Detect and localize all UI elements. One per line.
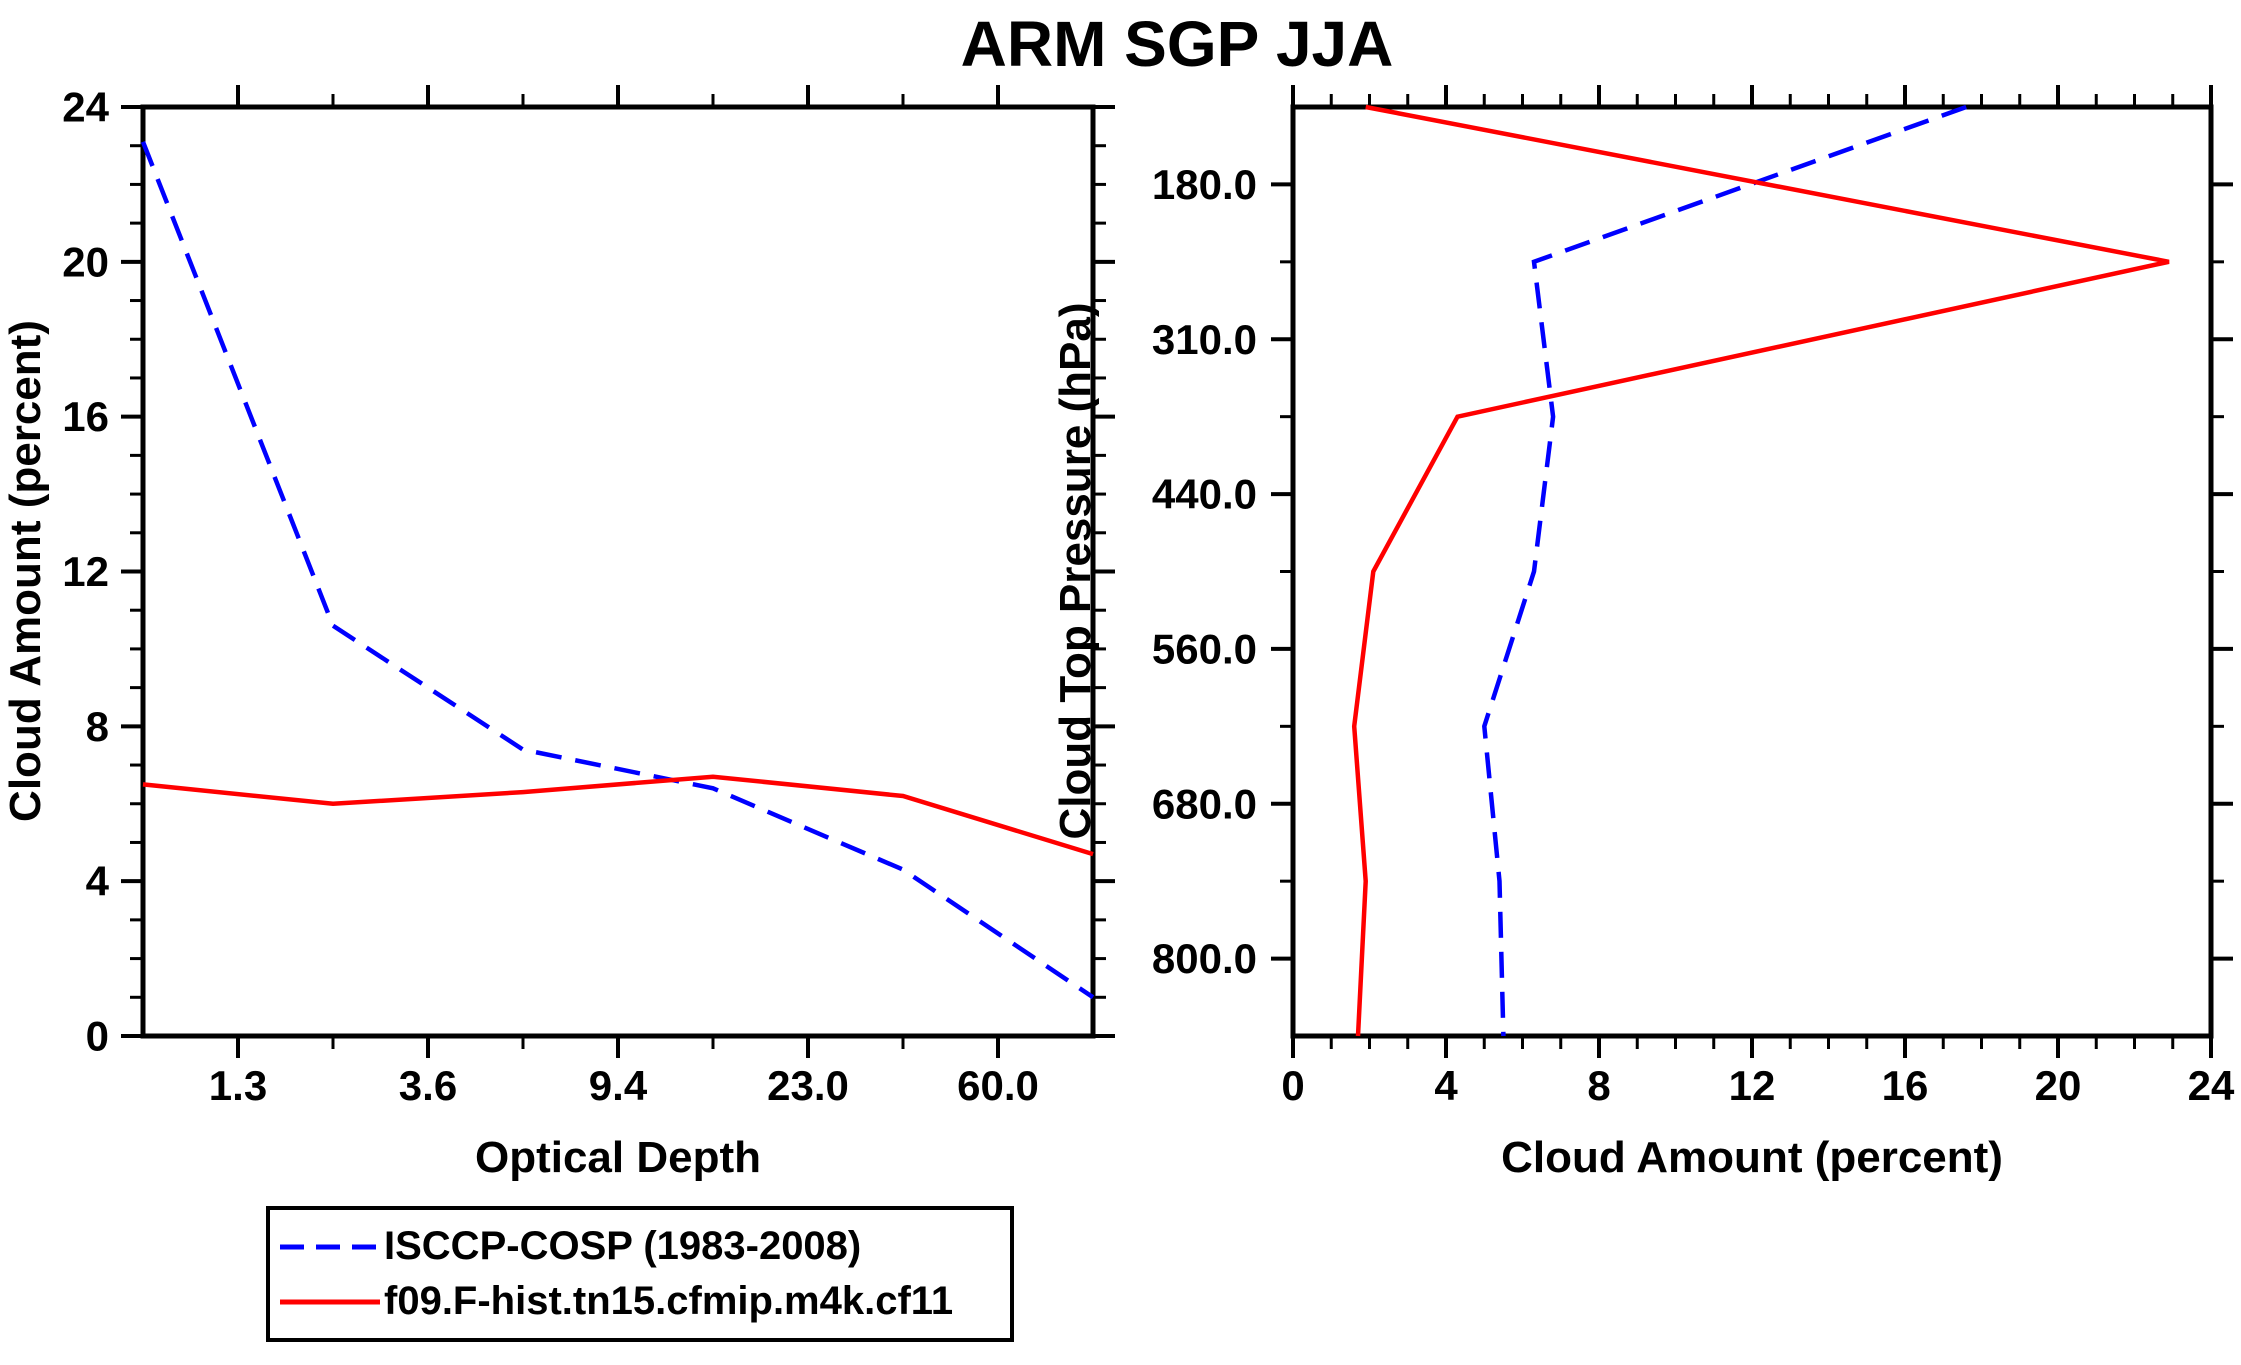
right-x-tick-label: 8 — [1587, 1062, 1610, 1109]
legend-line-isccp-icon — [280, 1244, 380, 1249]
left-panel-frame — [140, 104, 1096, 1039]
right-x-axis-title: Cloud Amount (percent) — [1501, 1133, 2003, 1182]
right-x-tick-label: 20 — [2035, 1062, 2082, 1109]
series-model-right — [1351, 104, 2170, 1037]
right-x-axis: 0 4 8 12 16 20 24 — [1281, 85, 2235, 1109]
legend-label-model: f09.F-hist.tn15.cfmip.m4k.cf11 — [384, 1279, 954, 1323]
right-x-tick-label: 16 — [1882, 1062, 1929, 1109]
legend-label-isccp: ISCCP-COSP (1983-2008) — [384, 1224, 862, 1268]
left-y-tick-label: 20 — [62, 238, 109, 285]
right-x-tick-label: 12 — [1729, 1062, 1776, 1109]
right-y-tick-label: 680.0 — [1152, 780, 1257, 827]
right-y-tick-label: 310.0 — [1152, 316, 1257, 363]
right-y-tick-label: 440.0 — [1152, 471, 1257, 518]
left-y-tick-label: 12 — [62, 548, 109, 595]
right-panel-frame — [1290, 104, 2214, 1039]
right-y-tick-label: 560.0 — [1152, 625, 1257, 672]
left-y-tick-label: 16 — [62, 393, 109, 440]
right-x-tick-label: 0 — [1281, 1062, 1304, 1109]
chart-title: ARM SGP JJA — [961, 8, 1394, 80]
legend-item-isccp: ISCCP-COSP (1983-2008) — [280, 1224, 1000, 1269]
right-y-tick-label: 180.0 — [1152, 161, 1257, 208]
left-x-tick-label: 60.0 — [957, 1062, 1039, 1109]
right-y-tick-label: 800.0 — [1152, 935, 1257, 982]
left-x-tick-label: 9.4 — [589, 1062, 648, 1109]
left-y-axis: 0 4 8 12 16 20 24 — [62, 84, 1115, 1060]
series-model-left — [142, 774, 1094, 857]
right-y-axis: 180.0 310.0 440.0 560.0 680.0 800.0 — [1152, 161, 2233, 982]
left-y-tick-label: 8 — [86, 703, 109, 750]
left-x-axis-title: Optical Depth — [475, 1133, 761, 1182]
plot-render-root: 0 4 8 12 16 20 24 1.3 3.6 9.4 23.0 60.0 0 4 8 12 16 20 24 1… — [62, 84, 2235, 1110]
legend-line-model-icon — [280, 1299, 380, 1304]
left-y-axis-title: Cloud Amount (percent) — [1, 320, 50, 822]
series-isccp-right — [1482, 104, 1967, 1037]
left-y-tick-label: 0 — [86, 1013, 109, 1060]
left-x-tick-label: 1.3 — [209, 1062, 267, 1109]
legend-item-model: f09.F-hist.tn15.cfmip.m4k.cf11 — [280, 1279, 1000, 1324]
right-x-tick-label: 4 — [1434, 1062, 1458, 1109]
legend: ISCCP-COSP (1983-2008) f09.F-hist.tn15.c… — [266, 1206, 1014, 1342]
left-y-tick-label: 24 — [62, 84, 109, 131]
series-isccp-left — [140, 140, 1095, 1000]
left-x-tick-label: 3.6 — [399, 1062, 457, 1109]
left-y-tick-label: 4 — [86, 858, 110, 905]
left-x-tick-label: 23.0 — [767, 1062, 849, 1109]
left-x-axis: 1.3 3.6 9.4 23.0 60.0 — [209, 85, 1039, 1109]
right-x-tick-label: 24 — [2188, 1062, 2235, 1109]
